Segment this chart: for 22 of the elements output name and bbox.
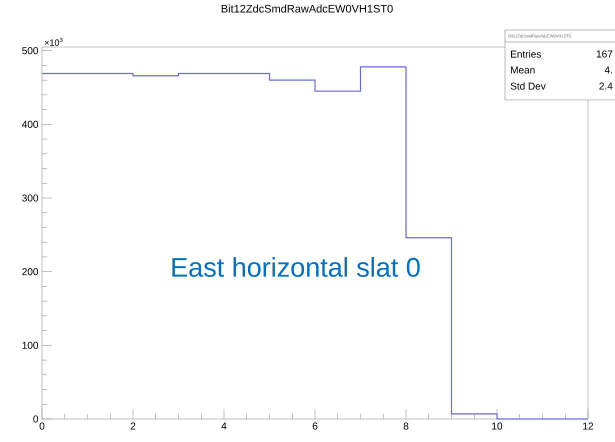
x-tick-label: 6 [312,422,318,430]
y-tick-label: 0 [33,415,38,423]
x-tick-label: 10 [492,422,502,430]
y-tick-label: 200 [22,268,38,276]
x-tick-label: 2 [130,422,136,430]
annotation: Entries [511,50,541,58]
text: 4. [604,66,612,74]
x-tick-label: 0 [40,422,44,430]
chart-title: Bit12ZdcSmdRawAdcEW0VH1ST0 [222,4,393,13]
y-tick-label: 300 [22,194,38,202]
x-tick-label: 4 [221,422,226,430]
text: 2.4 [599,82,613,90]
y-tick-label: 400 [22,120,38,128]
y-tick-label: 100 [22,342,38,349]
text: 167 [596,50,612,58]
annotation: Std Dev [510,82,546,90]
annotation: Mean [511,66,535,74]
text: ×10$^{3}$ [44,38,63,46]
x-tick-label: 12 [583,422,594,430]
x-tick-label: 8 [404,422,408,430]
y-tick-label: 500 [22,47,38,54]
annotation: East horizontal slat 0 [172,257,420,277]
